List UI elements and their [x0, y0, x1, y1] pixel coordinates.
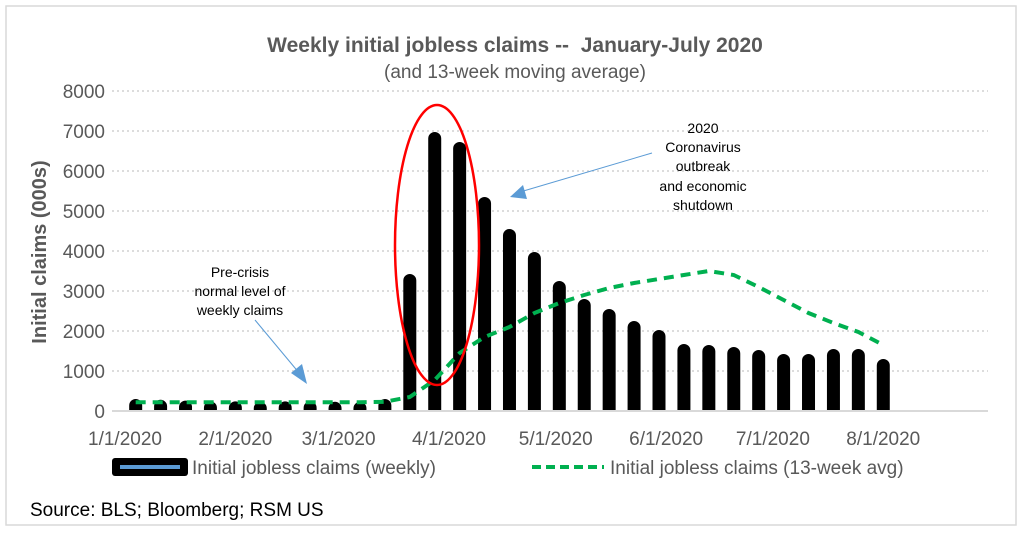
- annotation-coronavirus: 2020 Coronavirus outbreak and economic s…: [510, 120, 747, 213]
- annotation-text: weekly claims: [196, 302, 283, 318]
- annotation-text: Coronavirus: [665, 139, 740, 155]
- annotation-arrow: [519, 152, 653, 193]
- legend-label-avg: Initial jobless claims (13-week avg): [610, 458, 904, 479]
- source-note: Source: BLS; Bloomberg; RSM US: [30, 500, 324, 521]
- chart-title: Weekly initial jobless claims -- January…: [267, 34, 763, 57]
- bar: [752, 350, 766, 411]
- annotation-text: shutdown: [673, 197, 733, 213]
- series-line-13-week-avg: [135, 268, 885, 405]
- highlight-ellipse: [393, 103, 481, 387]
- arrow-head-icon: [291, 364, 307, 384]
- x-tick-label: 1/1/2020: [88, 429, 162, 450]
- x-tick-label: 7/1/2020: [736, 429, 810, 450]
- bar: [552, 281, 566, 411]
- bar: [851, 349, 865, 411]
- y-tick-label: 3000: [63, 282, 105, 303]
- bar: [702, 345, 716, 411]
- x-tick-label: 5/1/2020: [519, 429, 593, 450]
- x-tick-label: 3/1/2020: [302, 429, 376, 450]
- y-tick-label: 8000: [63, 82, 105, 103]
- bar: [527, 252, 541, 411]
- annotation-text: and economic: [659, 178, 746, 194]
- bar: [577, 299, 591, 411]
- bar: [502, 229, 516, 411]
- bar: [777, 354, 791, 411]
- annotation-text: Pre-crisis: [211, 264, 269, 280]
- bar: [403, 274, 417, 411]
- bar: [278, 401, 292, 411]
- y-tick-label: 2000: [63, 322, 105, 343]
- bar: [652, 330, 666, 411]
- x-tick-label: 2/1/2020: [198, 429, 272, 450]
- y-axis-label: Initial claims (000s): [29, 160, 51, 343]
- annotation-pre-crisis: Pre-crisis normal level of weekly claims: [194, 264, 307, 384]
- y-tick-label: 7000: [63, 122, 105, 143]
- y-tick-label: 5000: [63, 202, 105, 223]
- annotation-text: outbreak: [676, 158, 731, 174]
- annotation-text: normal level of: [194, 283, 285, 299]
- bar: [826, 349, 840, 411]
- y-tick-label: 0: [94, 402, 105, 423]
- legend-label-weekly: Initial jobless claims (weekly): [192, 458, 436, 479]
- bar: [478, 197, 492, 411]
- bar: [727, 347, 741, 411]
- legend: Initial jobless claims (weekly) Initial …: [112, 458, 904, 479]
- bar: [453, 142, 467, 412]
- bar: [677, 344, 691, 411]
- annotation-text: 2020: [687, 120, 718, 136]
- chart-subtitle: (and 13-week moving average): [384, 62, 646, 83]
- arrow-head-icon: [510, 185, 527, 199]
- bar: [602, 309, 616, 411]
- y-tick-label: 6000: [63, 162, 105, 183]
- bar: [876, 359, 890, 411]
- bar: [428, 132, 442, 411]
- y-tick-label: 1000: [63, 362, 105, 383]
- x-tick-label: 8/1/2020: [846, 429, 920, 450]
- annotation-arrow: [254, 319, 301, 375]
- bar: [627, 321, 641, 411]
- x-tick-label: 4/1/2020: [412, 429, 486, 450]
- x-tick-label: 6/1/2020: [629, 429, 703, 450]
- bar: [802, 354, 816, 411]
- y-tick-label: 4000: [63, 242, 105, 263]
